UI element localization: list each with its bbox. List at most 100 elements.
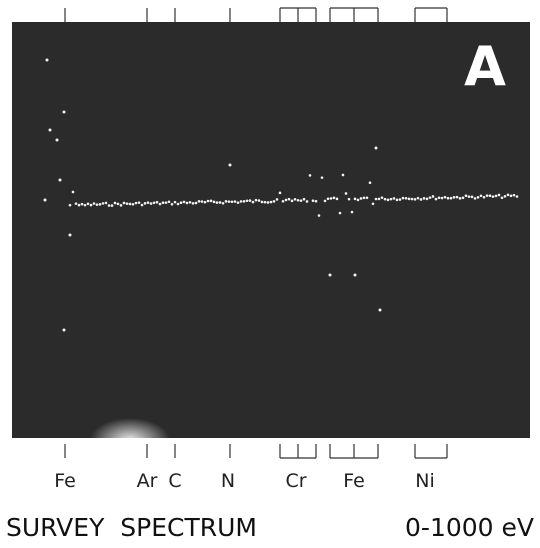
trace-dot <box>46 59 49 62</box>
glare <box>90 418 170 462</box>
trace-dot <box>420 198 423 201</box>
trace-dot <box>240 200 243 203</box>
trace-dot <box>450 197 453 200</box>
trace-dot <box>468 195 471 198</box>
trace-dot <box>87 202 90 205</box>
trace-dot <box>120 204 123 207</box>
trace-dot <box>462 197 465 200</box>
trace-dot <box>429 196 432 199</box>
trace-dot <box>147 201 150 204</box>
trace-dot <box>159 203 162 206</box>
trace-dot <box>229 164 232 167</box>
trace-dot <box>192 202 195 205</box>
trace-dot <box>288 198 291 201</box>
trace-dot <box>477 196 480 199</box>
trace-dot <box>56 139 59 142</box>
caption-range: 0-1000 eV <box>405 513 534 542</box>
trace-dot <box>123 202 126 205</box>
trace-dot <box>306 200 309 203</box>
screen <box>12 22 530 438</box>
trace-dot <box>279 192 282 195</box>
trace-dot <box>426 198 429 201</box>
trace-dot <box>111 204 114 207</box>
trace-dot <box>471 196 474 199</box>
trace-dot <box>285 199 288 202</box>
trace-dot <box>177 203 180 206</box>
peak-label: Fe <box>54 470 76 492</box>
trace-dot <box>297 199 300 202</box>
trace-dot <box>330 197 333 200</box>
caption-title: SURVEY SPECTRUM <box>6 513 257 542</box>
trace-dot <box>378 198 381 201</box>
trace-dot <box>507 194 510 197</box>
trace-dot <box>237 201 240 204</box>
peak-label: C <box>168 470 181 492</box>
trace-dot <box>171 203 174 206</box>
trace-dot <box>69 204 72 207</box>
trace-dot <box>396 199 399 202</box>
trace-dot <box>252 201 255 204</box>
peak-label: Fe <box>343 470 365 492</box>
trace-dot <box>312 199 315 202</box>
trace-dot <box>270 201 273 204</box>
trace-dot <box>354 274 357 277</box>
trace-dot <box>513 194 516 197</box>
trace-dot <box>144 202 147 205</box>
trace-dot <box>354 198 357 201</box>
trace-dot <box>228 200 231 203</box>
trace-dot <box>489 194 492 197</box>
trace-dot <box>351 211 354 214</box>
trace-dot <box>435 198 438 201</box>
trace-dot <box>348 198 351 201</box>
trace-dot <box>156 201 159 204</box>
trace-dot <box>114 202 117 205</box>
trace-dot <box>357 199 360 202</box>
trace-dot <box>261 201 264 204</box>
figure: A FeArCNCrFeNi SURVEY SPECTRUM 0-1000 eV <box>0 0 540 548</box>
trace-dot <box>255 199 258 202</box>
peak-label: Cr <box>285 470 306 492</box>
trace-dot <box>78 204 81 207</box>
trace-dot <box>135 202 138 205</box>
trace-dot <box>282 200 285 203</box>
trace-dot <box>393 197 396 200</box>
trace-dot <box>72 191 75 194</box>
trace-dot <box>486 194 489 197</box>
trace-dot <box>186 202 189 205</box>
trace-dot <box>333 197 336 200</box>
trace-dot <box>105 202 108 205</box>
trace-dot <box>225 200 228 203</box>
trace-dot <box>267 201 270 204</box>
peak-label: N <box>221 470 235 492</box>
trace-dot <box>336 198 339 201</box>
trace-dot <box>369 181 372 184</box>
trace-dot <box>363 197 366 200</box>
trace-dot <box>381 196 384 199</box>
trace-dot <box>345 192 348 195</box>
trace-dot <box>153 202 156 205</box>
trace-dot <box>81 203 84 206</box>
trace-dot <box>432 195 435 198</box>
trace-dot <box>207 200 210 203</box>
trace-dot <box>411 198 414 201</box>
trace-dot <box>444 196 447 199</box>
trace-dot <box>180 201 183 204</box>
trace-dot <box>264 201 267 204</box>
trace-dot <box>405 197 408 200</box>
trace-dot <box>168 200 171 203</box>
trace-dot <box>243 200 246 203</box>
trace-dot <box>372 202 375 205</box>
trace-dot <box>138 201 141 204</box>
peak-label: Ni <box>415 470 435 492</box>
trace-dot <box>480 194 483 197</box>
trace-dot <box>492 195 495 198</box>
trace-dot <box>456 196 459 199</box>
trace-dot <box>501 196 504 199</box>
trace-dot <box>339 212 342 215</box>
trace-dot <box>291 200 294 203</box>
trace-dot <box>447 197 450 200</box>
trace-dot <box>453 196 456 199</box>
trace-dot <box>342 174 345 177</box>
trace-dot <box>174 201 177 204</box>
trace-dot <box>90 204 93 207</box>
